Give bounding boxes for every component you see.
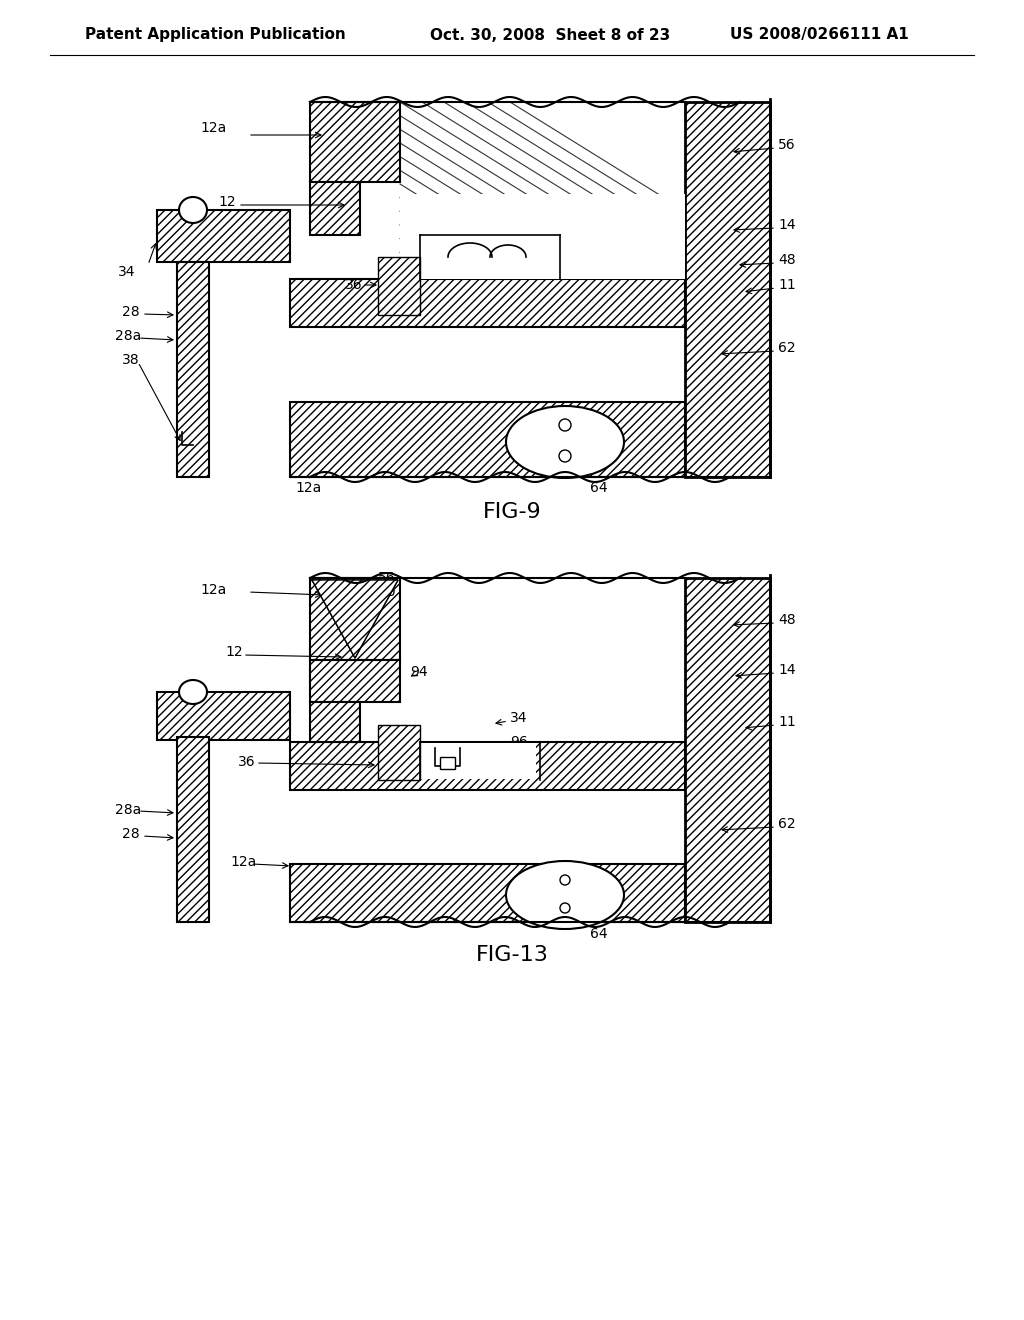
Bar xyxy=(290,865,685,921)
Text: 38: 38 xyxy=(122,352,139,367)
Text: 34: 34 xyxy=(510,711,527,725)
Ellipse shape xyxy=(506,861,624,929)
Text: 48: 48 xyxy=(778,253,796,267)
Text: 48: 48 xyxy=(778,612,796,627)
Text: FIG-13: FIG-13 xyxy=(475,945,549,965)
Circle shape xyxy=(560,875,570,884)
Bar xyxy=(290,403,685,477)
Bar xyxy=(400,102,685,279)
Text: 56: 56 xyxy=(778,139,796,152)
Text: 36: 36 xyxy=(345,279,362,292)
Bar xyxy=(400,194,685,279)
Polygon shape xyxy=(312,579,398,657)
Bar xyxy=(378,725,420,780)
Bar xyxy=(290,742,685,789)
Bar xyxy=(310,702,360,742)
Ellipse shape xyxy=(506,407,624,478)
Text: 34a: 34a xyxy=(510,755,537,770)
Text: 62: 62 xyxy=(778,341,796,355)
Text: 28: 28 xyxy=(122,828,139,841)
Text: 64: 64 xyxy=(590,480,607,495)
Text: 12a: 12a xyxy=(295,480,322,495)
Bar xyxy=(177,261,209,477)
Text: 11: 11 xyxy=(778,715,796,729)
Text: 28a: 28a xyxy=(115,329,141,343)
Bar xyxy=(400,578,685,742)
Text: 11: 11 xyxy=(778,279,796,292)
Polygon shape xyxy=(312,579,398,657)
Bar xyxy=(310,660,400,702)
Text: 36: 36 xyxy=(238,755,256,770)
Bar xyxy=(310,182,360,235)
Bar xyxy=(685,578,770,921)
Circle shape xyxy=(559,450,571,462)
Bar xyxy=(157,210,290,261)
Text: 28: 28 xyxy=(122,305,139,319)
Bar xyxy=(685,102,770,477)
Text: 12: 12 xyxy=(218,195,236,209)
Bar xyxy=(421,743,536,779)
Text: US 2008/0266111 A1: US 2008/0266111 A1 xyxy=(730,28,908,42)
Circle shape xyxy=(559,418,571,432)
Text: 12a: 12a xyxy=(200,121,226,135)
Bar xyxy=(421,236,559,279)
Text: Oct. 30, 2008  Sheet 8 of 23: Oct. 30, 2008 Sheet 8 of 23 xyxy=(430,28,671,42)
Text: FIG-9: FIG-9 xyxy=(482,502,542,521)
Text: 94: 94 xyxy=(410,665,428,678)
Text: 90: 90 xyxy=(378,585,395,599)
Bar xyxy=(177,737,209,921)
Text: 14: 14 xyxy=(778,663,796,677)
Text: Patent Application Publication: Patent Application Publication xyxy=(85,28,346,42)
Text: 96: 96 xyxy=(565,238,583,252)
Text: 64: 64 xyxy=(590,927,607,941)
Text: 62: 62 xyxy=(778,817,796,832)
Text: 56: 56 xyxy=(378,572,395,585)
Text: 34a: 34a xyxy=(565,256,591,271)
Circle shape xyxy=(560,903,570,913)
Text: 34: 34 xyxy=(118,265,135,279)
Bar xyxy=(440,756,455,770)
Text: 96: 96 xyxy=(510,735,527,748)
Text: 12: 12 xyxy=(225,645,243,659)
Text: 12a: 12a xyxy=(230,855,256,869)
Bar xyxy=(378,257,420,315)
Bar xyxy=(310,102,400,182)
Text: 14: 14 xyxy=(778,218,796,232)
Bar xyxy=(157,692,290,741)
Text: 28a: 28a xyxy=(115,803,141,817)
Text: 12a: 12a xyxy=(200,583,226,597)
Ellipse shape xyxy=(179,680,207,704)
Bar xyxy=(290,279,685,327)
Ellipse shape xyxy=(179,197,207,223)
Bar xyxy=(310,578,400,660)
